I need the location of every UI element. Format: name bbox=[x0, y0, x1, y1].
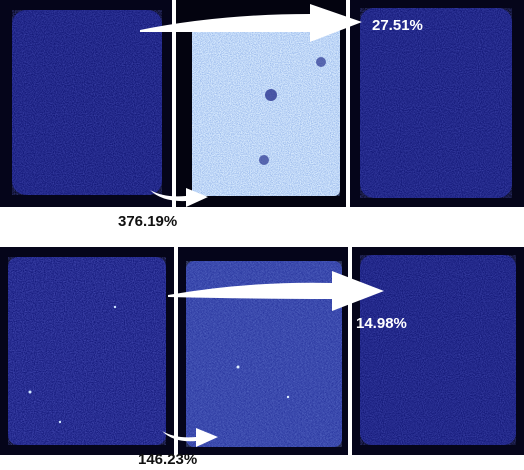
percentage-label: 27.51% bbox=[372, 17, 423, 34]
large-right-arrow-icon bbox=[140, 4, 362, 42]
large-right-arrow-icon bbox=[168, 271, 384, 311]
top-panel-exposed bbox=[176, 0, 346, 207]
bottom-row: 14.98% bbox=[0, 247, 524, 455]
panel-divider bbox=[172, 0, 176, 207]
medium-blue-texture bbox=[178, 247, 348, 455]
top-panel-before bbox=[0, 0, 172, 207]
dim-blue-texture bbox=[350, 0, 524, 207]
top-panel-after bbox=[350, 0, 524, 207]
percentage-label: 146.23% bbox=[138, 451, 198, 468]
dim-blue-texture bbox=[352, 247, 524, 455]
panel-divider bbox=[348, 247, 352, 455]
panel-divider bbox=[346, 0, 350, 207]
small-right-arrow-icon bbox=[162, 428, 218, 447]
bottom-panel-exposed bbox=[178, 247, 348, 455]
small-right-arrow-icon bbox=[150, 188, 208, 207]
percentage-label: 376.19% bbox=[118, 213, 178, 230]
top-row: 27.51% bbox=[0, 0, 524, 207]
panel-divider bbox=[174, 247, 178, 455]
bottom-panel-before bbox=[0, 247, 174, 455]
dim-blue-texture bbox=[0, 0, 172, 207]
bottom-panel-after bbox=[352, 247, 524, 455]
percentage-label: 14.98% bbox=[356, 315, 407, 332]
dim-blue-texture bbox=[0, 247, 174, 455]
